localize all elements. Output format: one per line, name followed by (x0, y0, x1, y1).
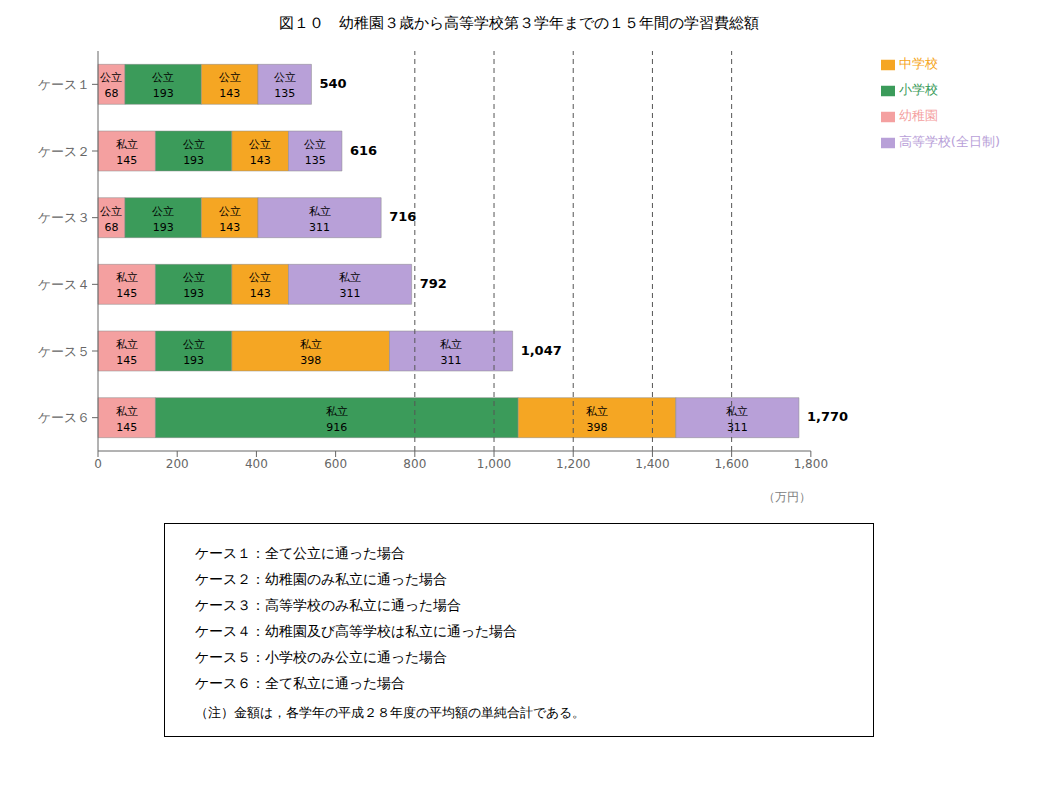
svg-text:311: 311 (441, 354, 462, 367)
html-text:（注）金額は，各学年の平成２８年度の平均額の単純合計である。: （注）金額は，各学年の平成２８年度の平均額の単純合計である。 (195, 705, 585, 720)
svg-text:145: 145 (116, 421, 137, 434)
svg-text:公立: 公立 (100, 205, 122, 218)
svg-text:私立: 私立 (326, 405, 348, 418)
svg-text:ケース１: ケース１ (38, 77, 90, 92)
svg-text:1,770: 1,770 (807, 409, 848, 424)
svg-text:私立: 私立 (300, 338, 322, 351)
html-text:幼稚園: 幼稚園 (898, 108, 938, 123)
svg-text:1,400: 1,400 (635, 457, 669, 471)
svg-text:公立: 公立 (183, 138, 205, 151)
svg-text:1,800: 1,800 (794, 457, 828, 471)
svg-text:公立: 公立 (183, 338, 205, 351)
svg-text:公立: 公立 (219, 71, 241, 84)
svg-text:540: 540 (319, 76, 346, 91)
svg-text:公立: 公立 (274, 71, 296, 84)
svg-text:ケース６: ケース６ (38, 410, 90, 425)
html-text:ケース４：幼稚園及び高等学校は私立に通った場合: ケース４：幼稚園及び高等学校は私立に通った場合 (195, 623, 517, 639)
svg-text:143: 143 (250, 154, 271, 167)
svg-text:1,000: 1,000 (477, 457, 511, 471)
html-text:小学校: 小学校 (898, 82, 938, 97)
svg-text:193: 193 (183, 154, 204, 167)
svg-text:311: 311 (309, 221, 330, 234)
svg-text:398: 398 (586, 421, 607, 434)
svg-text:68: 68 (104, 87, 118, 100)
svg-text:ケース３: ケース３ (38, 210, 90, 225)
svg-text:145: 145 (116, 154, 137, 167)
svg-text:公立: 公立 (152, 205, 174, 218)
svg-text:400: 400 (245, 457, 268, 471)
svg-text:公立: 公立 (152, 71, 174, 84)
svg-text:193: 193 (183, 287, 204, 300)
svg-text:公立: 公立 (304, 138, 326, 151)
svg-text:私立: 私立 (116, 138, 138, 151)
svg-text:792: 792 (420, 276, 447, 291)
svg-text:145: 145 (116, 354, 137, 367)
svg-text:716: 716 (389, 209, 416, 224)
svg-text:311: 311 (340, 287, 361, 300)
svg-text:公立: 公立 (249, 138, 271, 151)
svg-text:私立: 私立 (309, 205, 331, 218)
svg-text:68: 68 (104, 221, 118, 234)
svg-text:800: 800 (403, 457, 426, 471)
html-text:ケース６：全て私立に通った場合: ケース６：全て私立に通った場合 (195, 675, 405, 691)
svg-text:ケース４: ケース４ (38, 277, 90, 292)
svg-text:私立: 私立 (116, 405, 138, 418)
svg-text:1,047: 1,047 (521, 343, 562, 358)
svg-text:135: 135 (305, 154, 326, 167)
svg-text:私立: 私立 (440, 338, 462, 351)
svg-text:公立: 公立 (219, 205, 241, 218)
svg-text:私立: 私立 (116, 338, 138, 351)
svg-text:135: 135 (274, 87, 295, 100)
html-text:ケース１：全て公立に通った場合: ケース１：全て公立に通った場合 (195, 545, 405, 561)
svg-text:193: 193 (153, 87, 174, 100)
svg-text:200: 200 (166, 457, 189, 471)
html-text:ケース３：高等学校のみ私立に通った場合: ケース３：高等学校のみ私立に通った場合 (195, 597, 461, 613)
html-text:図１０ 幼稚園３歳から高等学校第３学年までの１５年間の学習費: 図１０ 幼稚園３歳から高等学校第３学年までの１５年間の学習費総額 (279, 14, 759, 32)
svg-text:公立: 公立 (249, 271, 271, 284)
svg-text:600: 600 (324, 457, 347, 471)
svg-text:私立: 私立 (339, 271, 361, 284)
svg-text:0: 0 (94, 457, 102, 471)
svg-text:公立: 公立 (100, 71, 122, 84)
svg-text:（万円）: （万円） (763, 490, 811, 504)
svg-text:ケース２: ケース２ (38, 144, 90, 159)
svg-text:916: 916 (326, 421, 347, 434)
svg-text:公立: 公立 (183, 271, 205, 284)
svg-text:145: 145 (116, 287, 137, 300)
svg-text:143: 143 (219, 221, 240, 234)
html-text:高等学校(全日制): 高等学校(全日制) (898, 134, 1000, 149)
svg-text:193: 193 (153, 221, 174, 234)
svg-text:私立: 私立 (586, 405, 608, 418)
html-text:中学校: 中学校 (898, 56, 938, 71)
html-text:ケース５：小学校のみ公立に通った場合: ケース５：小学校のみ公立に通った場合 (195, 649, 447, 665)
svg-text:616: 616 (350, 143, 377, 158)
html-text:ケース２：幼稚園のみ私立に通った場合: ケース２：幼稚園のみ私立に通った場合 (195, 571, 447, 587)
svg-text:私立: 私立 (116, 271, 138, 284)
svg-text:私立: 私立 (726, 405, 748, 418)
svg-text:143: 143 (219, 87, 240, 100)
svg-text:398: 398 (300, 354, 321, 367)
svg-text:193: 193 (183, 354, 204, 367)
svg-text:1,200: 1,200 (556, 457, 590, 471)
svg-text:ケース５: ケース５ (38, 344, 90, 359)
svg-text:1,600: 1,600 (714, 457, 748, 471)
svg-text:143: 143 (250, 287, 271, 300)
svg-text:311: 311 (727, 421, 748, 434)
